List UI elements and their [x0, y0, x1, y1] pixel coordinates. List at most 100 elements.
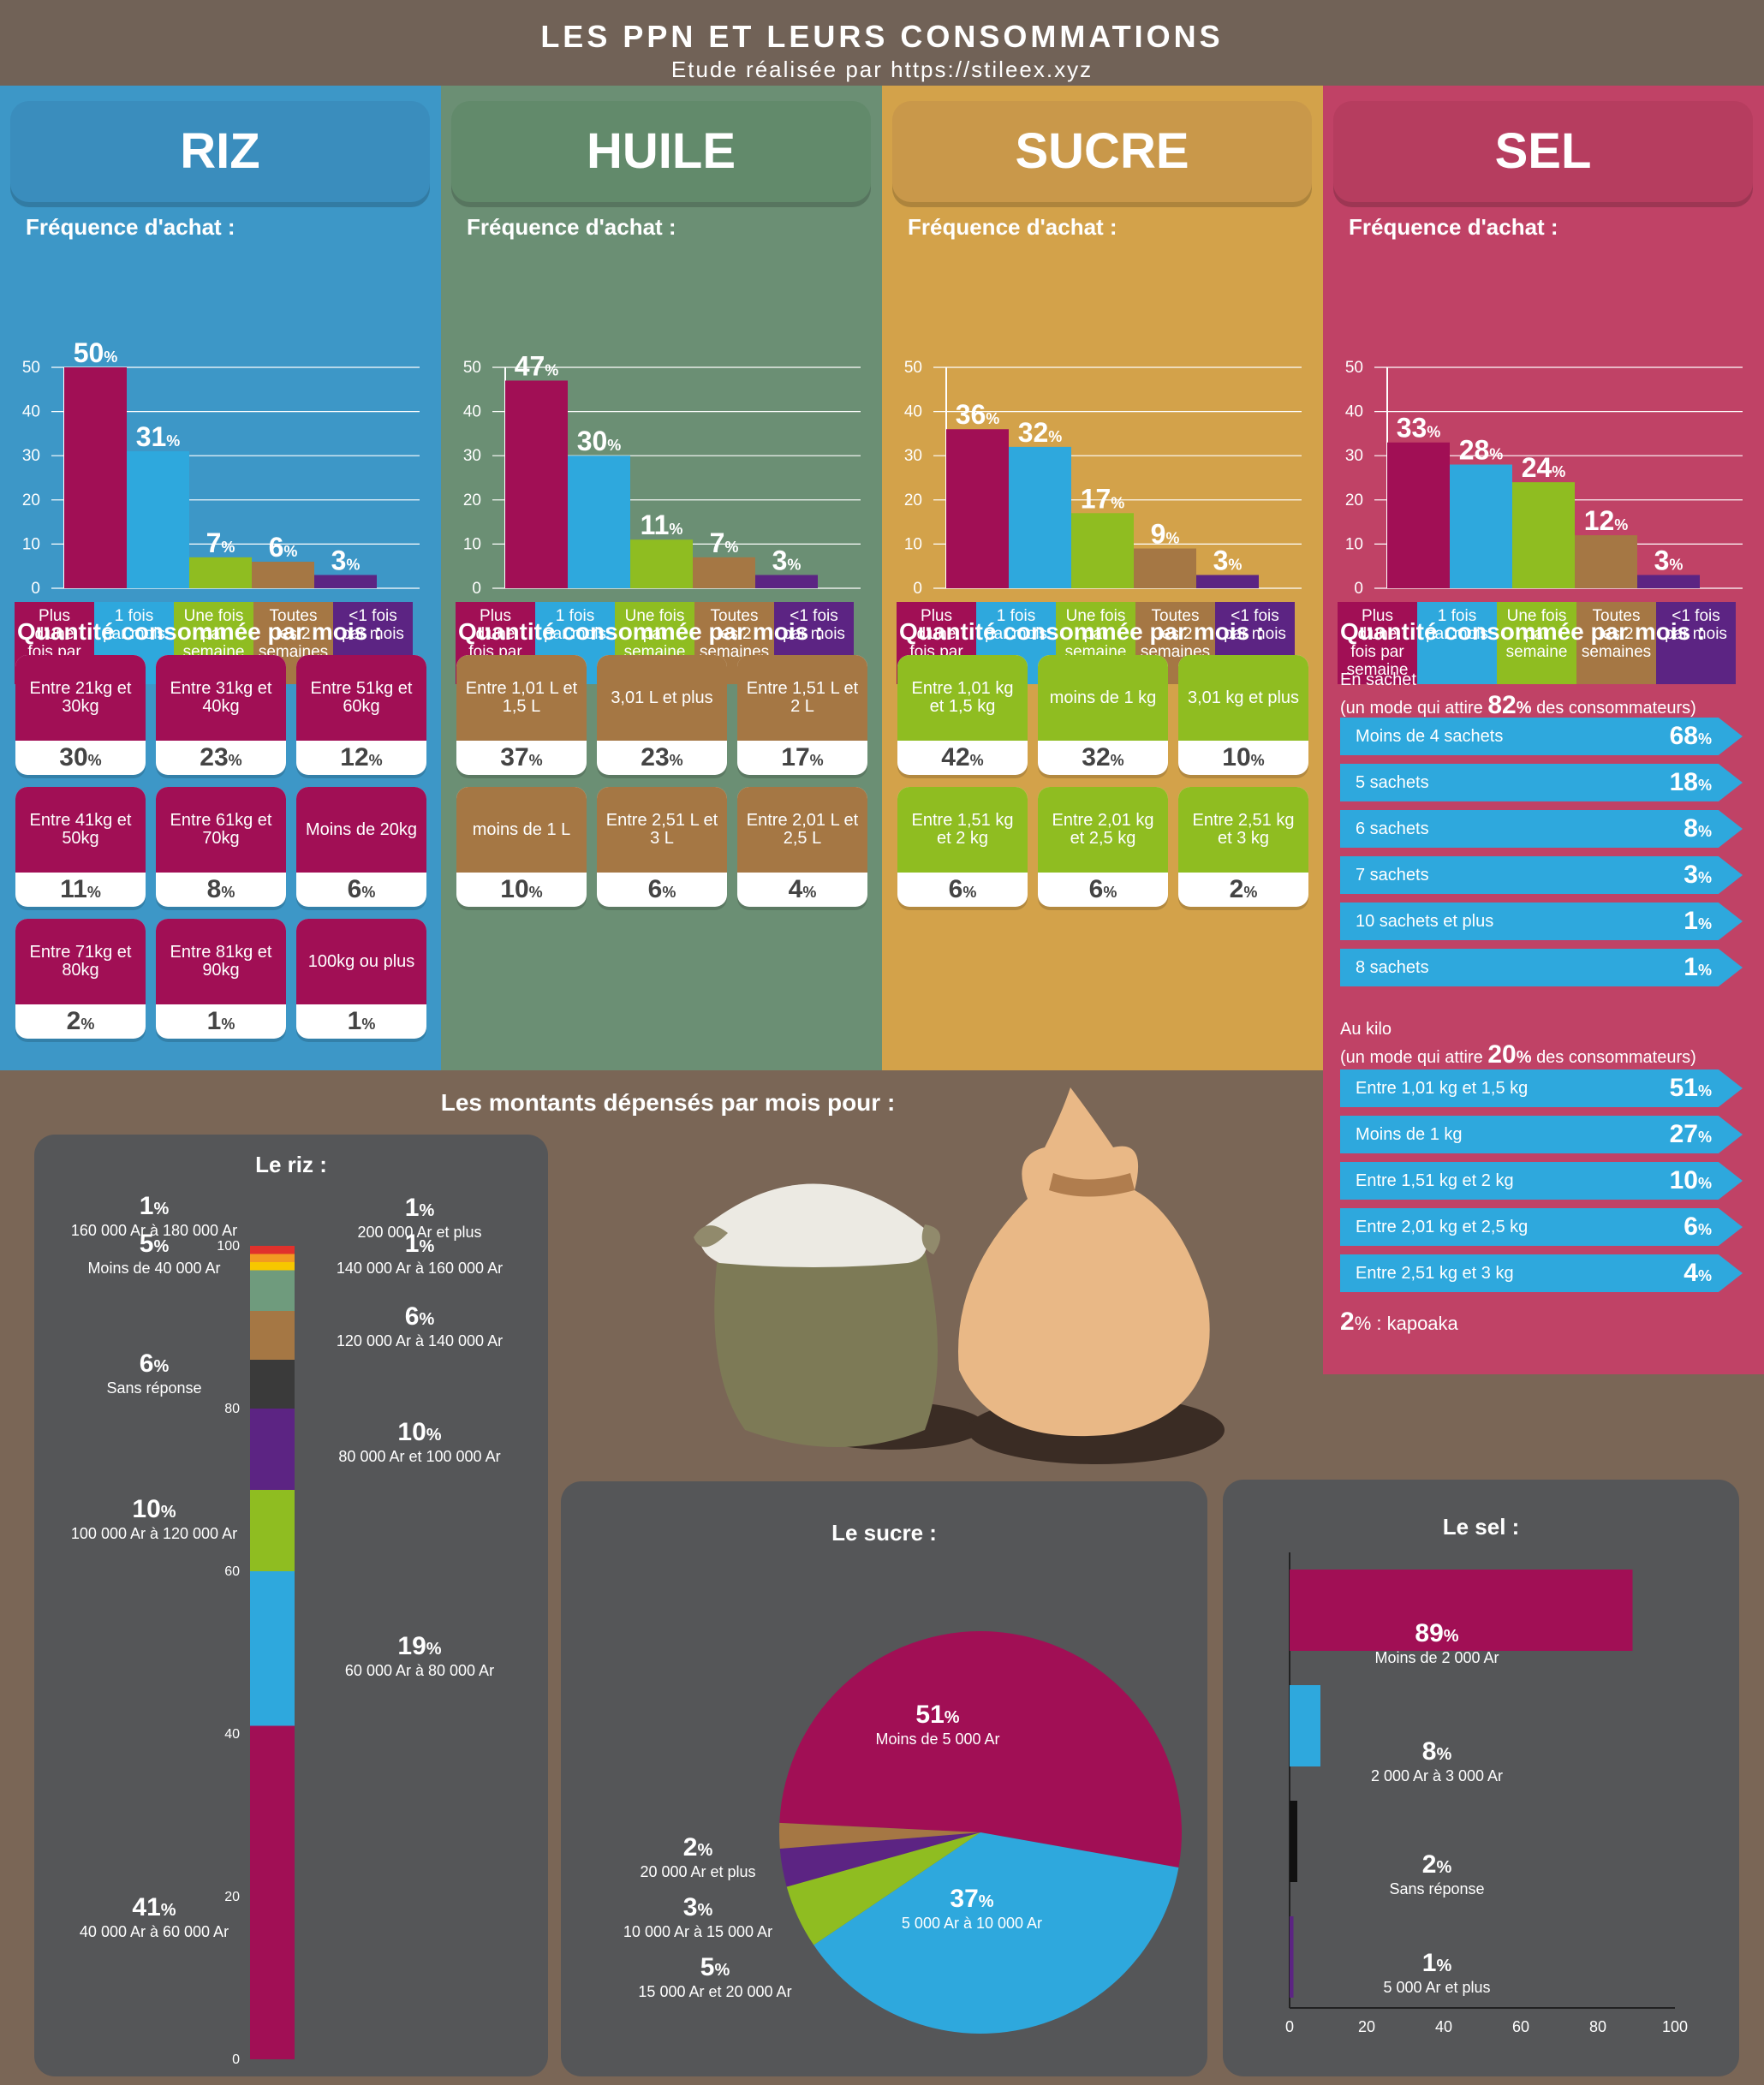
annotation: 1% 160 000 Ar à 180 000 Ar: [51, 1191, 257, 1241]
y-tick-label: 30: [904, 447, 922, 465]
qty-range: moins de 1 L: [456, 787, 587, 873]
bar: [1290, 1801, 1297, 1882]
riz-freq-label: Fréquence d'achat :: [26, 214, 235, 240]
y-tick-label: 10: [1345, 535, 1363, 553]
category-label: 1 fois par mois: [1426, 607, 1488, 643]
annotation-value: 41%: [132, 1893, 176, 1921]
y-tick-label: 20: [463, 491, 481, 509]
annotation: 8% 2 000 Ar à 3 000 Ar: [1308, 1737, 1565, 1786]
y-tick-label: 20: [904, 491, 922, 509]
data-label: 11%: [641, 509, 683, 540]
huile-freq-label: Fréquence d'achat :: [467, 214, 676, 240]
arrow-value: 51%: [1670, 1069, 1712, 1107]
data-label: 3%: [331, 545, 361, 576]
qty-value: 17: [781, 743, 810, 771]
qty-value: 2: [66, 1007, 81, 1035]
y-tick-label: 0: [232, 2052, 240, 2067]
qty-range: moins de 1 kg: [1038, 655, 1168, 741]
qty-card: Entre 1,01 kg et 1,5 kg 42%: [897, 655, 1028, 775]
pct-sign: %: [969, 752, 984, 769]
pie-slice: [813, 1832, 1179, 2034]
spend-title: Les montants dépensés par mois pour :: [440, 1089, 896, 1116]
arrow-item: 10 sachets et plus 1%: [1340, 903, 1743, 940]
annotation-number: 19: [397, 1632, 426, 1660]
annotation-label: 20 000 Ar et plus: [640, 1863, 756, 1880]
sucre-freq-label: Fréquence d'achat :: [908, 214, 1117, 240]
annotation: 3% 10 000 Ar à 15 000 Ar: [587, 1892, 809, 1942]
arrow-value: 1%: [1684, 949, 1712, 986]
qty-value: 30: [59, 743, 88, 771]
pct-sign: %: [669, 752, 683, 769]
qty-pct: 6%: [296, 873, 426, 907]
qty-pct: 2%: [15, 1004, 146, 1039]
stack-segment: [250, 1311, 295, 1360]
arrow-label: 8 sachets: [1356, 958, 1429, 977]
qty-value: 32: [1082, 743, 1111, 771]
y-tick-label: 10: [22, 535, 40, 553]
annotation-label: Moins de 2 000 Ar: [1374, 1649, 1499, 1666]
arrow-value: 27%: [1669, 1116, 1712, 1153]
pct-sign: %: [528, 884, 543, 901]
bar: [1071, 513, 1134, 588]
sacks-illustration: [694, 1087, 1225, 1464]
qty-card: Entre 1,51 kg et 2 kg 6%: [897, 787, 1028, 907]
bar: [189, 557, 252, 588]
category-label: <1 fois par mois: [783, 607, 845, 643]
annotation: 89% Moins de 2 000 Ar: [1308, 1618, 1565, 1668]
data-label: 33%: [1397, 413, 1441, 444]
huile-qty-label: Quantité consommée par mois :: [458, 618, 824, 645]
sucre-pie-chart: [779, 1630, 1182, 2034]
y-tick-label: 50: [22, 359, 40, 377]
stack-segment: [250, 1409, 295, 1490]
stack-segment: [250, 1360, 295, 1409]
annotation-number: 8: [1421, 1737, 1437, 1766]
annotation: 10% 100 000 Ar à 120 000 Ar: [51, 1494, 257, 1544]
annotation: 5% Moins de 40 000 Ar: [51, 1229, 257, 1278]
qty-value: 42: [941, 743, 970, 771]
y-tick-label: 50: [463, 359, 481, 377]
qty-pct: 8%: [156, 873, 286, 907]
y-tick-label: 60: [224, 1564, 240, 1579]
annotation: 10% 80 000 Ar et 100 000 Ar: [317, 1417, 522, 1467]
annotation: 5% 15 000 Ar et 20 000 Ar: [604, 1952, 826, 2002]
annotation: 51% Moins de 5 000 Ar: [835, 1700, 1040, 1749]
annotation-value: 5%: [140, 1230, 169, 1258]
pct-sign: %: [1697, 962, 1712, 979]
arrow-number: 10: [1669, 1166, 1698, 1194]
data-label: 3%: [1654, 545, 1684, 576]
pct-sign: %: [1697, 1175, 1712, 1192]
y-tick-label: 0: [472, 580, 481, 598]
y-tick-label: 100: [217, 1239, 240, 1254]
annotation-number: 6: [404, 1302, 420, 1331]
qty-pct: 32%: [1038, 741, 1168, 775]
qty-range: Entre 2,51 L et 3 L: [597, 787, 727, 873]
pct-sign: %: [662, 884, 676, 901]
qty-range: Entre 1,01 L et 1,5 L: [456, 655, 587, 741]
bar: [505, 380, 568, 588]
qty-card: Entre 51kg et 60kg 12%: [296, 655, 426, 775]
arrow-number: 27: [1669, 1120, 1698, 1148]
pct-sign: %: [426, 1426, 442, 1445]
annotation: 6% 120 000 Ar à 140 000 Ar: [317, 1302, 522, 1351]
qty-card: Entre 41kg et 50kg 11%: [15, 787, 146, 907]
bar: [1290, 1685, 1320, 1766]
qty-range: 100kg ou plus: [296, 919, 426, 1004]
y-tick-label: 20: [22, 491, 40, 509]
y-tick-label: 40: [224, 1727, 240, 1742]
qty-range: Entre 1,01 kg et 1,5 kg: [897, 655, 1028, 741]
annotation-label: 160 000 Ar à 180 000 Ar: [70, 1222, 238, 1239]
qty-value: 4: [788, 875, 803, 903]
annotation-value: 3%: [683, 1893, 712, 1921]
annotation-number: 1: [139, 1192, 154, 1220]
arrow-value: 18%: [1670, 764, 1712, 801]
pct-sign: %: [426, 1640, 442, 1659]
pct-sign: %: [802, 884, 817, 901]
pct-sign: %: [944, 1708, 960, 1727]
pct-sign: %: [1110, 752, 1124, 769]
pct-sign: %: [160, 1503, 176, 1522]
pct-sign: %: [221, 1016, 235, 1033]
annotation-number: 51: [915, 1701, 945, 1729]
annotation-label: 80 000 Ar et 100 000 Ar: [338, 1448, 501, 1465]
annotation-value: 6%: [405, 1302, 434, 1331]
